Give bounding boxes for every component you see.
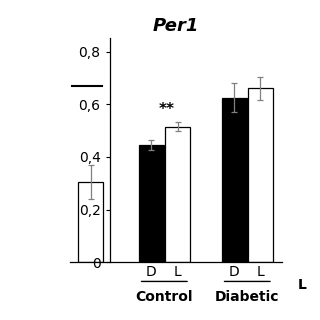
Bar bbox=[78, 182, 103, 262]
Text: **: ** bbox=[158, 102, 174, 117]
Bar bbox=[248, 88, 273, 262]
Text: Control: Control bbox=[136, 291, 193, 304]
Bar bbox=[165, 127, 190, 262]
Title: Per1: Per1 bbox=[153, 18, 199, 36]
Bar bbox=[139, 145, 164, 262]
Bar bbox=[222, 98, 246, 262]
Text: Diabetic: Diabetic bbox=[215, 291, 280, 304]
Text: L: L bbox=[298, 278, 307, 292]
